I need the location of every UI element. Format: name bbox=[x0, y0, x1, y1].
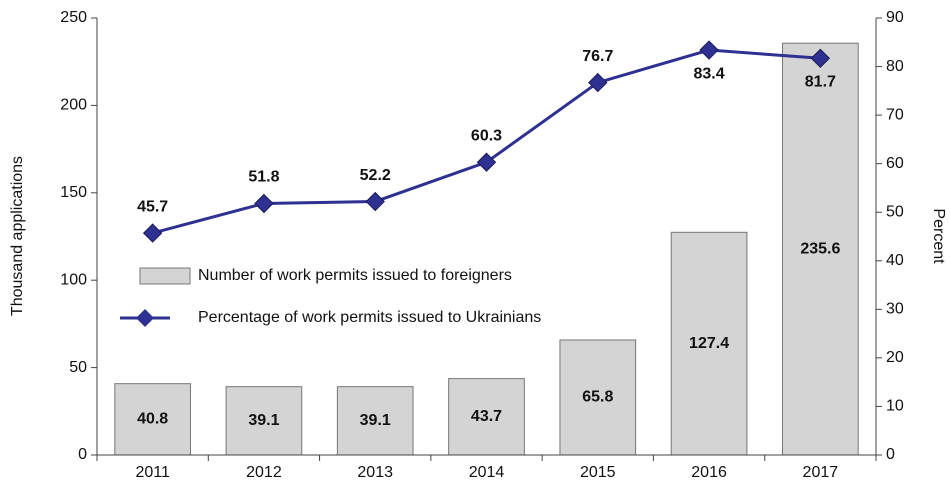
y2-tick-label: 90 bbox=[886, 9, 904, 26]
marker bbox=[142, 223, 163, 243]
bar-value-label: 65.8 bbox=[582, 389, 613, 406]
y-tick-label: 100 bbox=[60, 271, 87, 288]
bar bbox=[114, 383, 191, 456]
line-value-label: 81.7 bbox=[805, 74, 836, 91]
y2-tick-label: 40 bbox=[886, 252, 904, 269]
line-value-label: 52.2 bbox=[360, 167, 391, 184]
line-value-label: 76.7 bbox=[582, 48, 613, 65]
y2-tick-label: 30 bbox=[886, 301, 904, 318]
y-tick-label: 250 bbox=[60, 9, 87, 26]
bar bbox=[559, 339, 637, 456]
y2-axis-label: Percent bbox=[930, 208, 947, 264]
x-tick-label: 2014 bbox=[469, 464, 505, 481]
marker bbox=[810, 48, 831, 69]
marker bbox=[699, 40, 719, 60]
y-axis-label: Thousand applications bbox=[9, 156, 26, 316]
marker bbox=[254, 193, 274, 214]
bar bbox=[225, 386, 303, 456]
x-tick-label: 2011 bbox=[135, 464, 170, 481]
bar bbox=[670, 231, 748, 456]
legend-label: Percentage of work permits issued to Ukr… bbox=[198, 309, 541, 326]
y2-tick-label: 70 bbox=[886, 106, 904, 123]
y-tick-label: 150 bbox=[60, 184, 87, 201]
bar-value-label: 43.7 bbox=[471, 408, 502, 425]
y2-tick-label: 20 bbox=[886, 349, 904, 366]
y-tick-label: 200 bbox=[60, 97, 87, 114]
x-tick-label: 2017 bbox=[803, 464, 839, 481]
legend-marker bbox=[136, 309, 154, 327]
y2-tick-label: 60 bbox=[886, 155, 904, 172]
bar-value-label: 127.4 bbox=[689, 335, 729, 352]
y-tick-label: 0 bbox=[78, 446, 87, 463]
bar-value-label: 39.1 bbox=[360, 412, 391, 429]
x-tick-label: 2016 bbox=[691, 464, 727, 481]
bar-value-label: 235.6 bbox=[800, 240, 840, 257]
x-tick-label: 2012 bbox=[246, 464, 282, 481]
x-tick-label: 2015 bbox=[580, 464, 616, 481]
marker bbox=[365, 191, 385, 212]
bar bbox=[336, 386, 414, 456]
marker bbox=[588, 72, 608, 93]
y2-tick-label: 0 bbox=[886, 446, 895, 463]
x-tick-label: 2013 bbox=[357, 464, 393, 481]
legend-label: Number of work permits issued to foreign… bbox=[198, 267, 512, 284]
y2-tick-label: 50 bbox=[886, 203, 904, 220]
y2-tick-label: 80 bbox=[886, 58, 904, 75]
line-value-label: 51.8 bbox=[248, 169, 279, 186]
legend-swatch bbox=[139, 267, 191, 285]
marker bbox=[476, 152, 497, 172]
y2-tick-label: 10 bbox=[886, 398, 904, 415]
bar-value-label: 39.1 bbox=[248, 412, 279, 429]
line-value-label: 45.7 bbox=[137, 198, 168, 215]
y-tick-label: 50 bbox=[69, 359, 87, 376]
line-value-label: 60.3 bbox=[471, 127, 502, 144]
bar-value-label: 40.8 bbox=[137, 411, 168, 428]
bar bbox=[448, 378, 525, 456]
line-value-label: 83.4 bbox=[694, 65, 725, 82]
